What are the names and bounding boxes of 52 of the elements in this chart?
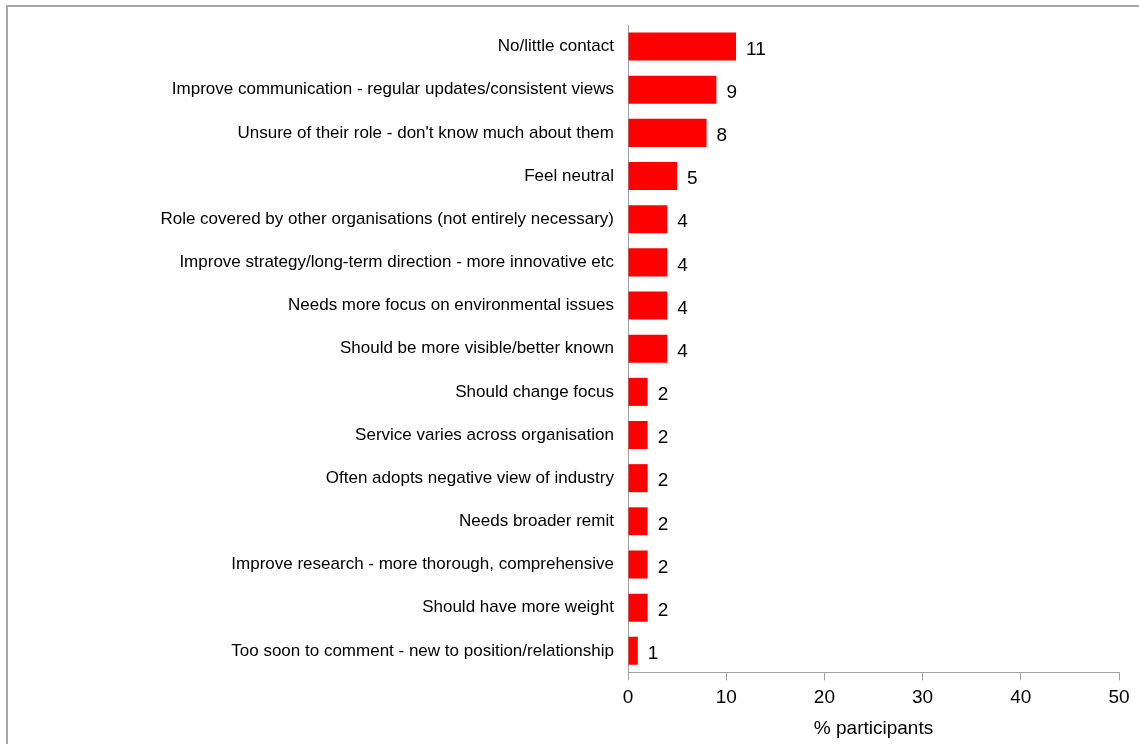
data-label: 4: [677, 339, 689, 361]
x-tick-label: 50: [1108, 686, 1130, 708]
data-label: 2: [657, 383, 669, 405]
data-label: 4: [677, 253, 689, 275]
bar: [628, 118, 707, 147]
y-tick-label: Improve research - more thorough, comprehensive: [231, 554, 614, 574]
y-tick-label: Should have more weight: [422, 597, 615, 617]
bar: [628, 248, 668, 277]
data-label: 2: [657, 469, 669, 491]
data-label: 11: [746, 37, 766, 59]
bar: [628, 377, 648, 406]
bar: [628, 205, 668, 234]
data-label: 8: [716, 124, 728, 146]
y-tick-label: Should be more visible/better known: [339, 338, 614, 358]
x-tick-label: 40: [1010, 686, 1032, 708]
x-tick-label: 0: [622, 686, 634, 708]
data-label: 2: [657, 555, 669, 577]
bar: [628, 420, 648, 450]
bar: [628, 636, 638, 665]
bar: [628, 507, 648, 536]
y-tick-label: Often adopts negative view of industry: [325, 467, 615, 487]
y-tick-label: Should change focus: [455, 381, 614, 401]
bar: [628, 550, 648, 579]
y-tick-label: Role covered by other organisations (not entirely necessary): [160, 208, 614, 228]
y-tick-label: Too soon to comment - new to position/relationship: [231, 640, 614, 660]
y-tick-label: Service varies across organisation: [355, 424, 614, 444]
data-label: 5: [687, 167, 698, 189]
y-tick-label: Needs broader remit: [459, 511, 615, 531]
bar: [628, 593, 648, 622]
bar: [628, 291, 668, 320]
data-label: 4: [677, 210, 689, 232]
x-tick-label: 10: [715, 686, 737, 708]
y-tick-label: Feel neutral: [524, 165, 614, 185]
y-tick-label: Unsure of their role - don't know much about them: [237, 122, 614, 142]
data-label: 4: [677, 296, 689, 318]
bar: [628, 334, 668, 363]
x-tick-label: 20: [813, 686, 835, 708]
bar: [628, 32, 737, 61]
bar: [628, 162, 678, 191]
data-label: 2: [657, 512, 669, 534]
x-axis-title: % participants: [813, 716, 934, 738]
x-tick-label: 30: [912, 686, 934, 708]
data-label: 2: [657, 598, 669, 620]
bar: [628, 464, 648, 493]
y-tick-label: No/little contact: [497, 36, 615, 56]
y-tick-label: Improve communication - regular updates/consistent views: [171, 79, 614, 99]
data-label: 2: [657, 426, 669, 448]
data-label: 9: [726, 80, 737, 102]
y-tick-label: Improve strategy/long-term direction - more innovative etc: [179, 252, 615, 272]
y-tick-label: Needs more focus on environmental issues: [288, 295, 614, 315]
bar: [628, 75, 717, 104]
data-label: 1: [647, 642, 659, 664]
